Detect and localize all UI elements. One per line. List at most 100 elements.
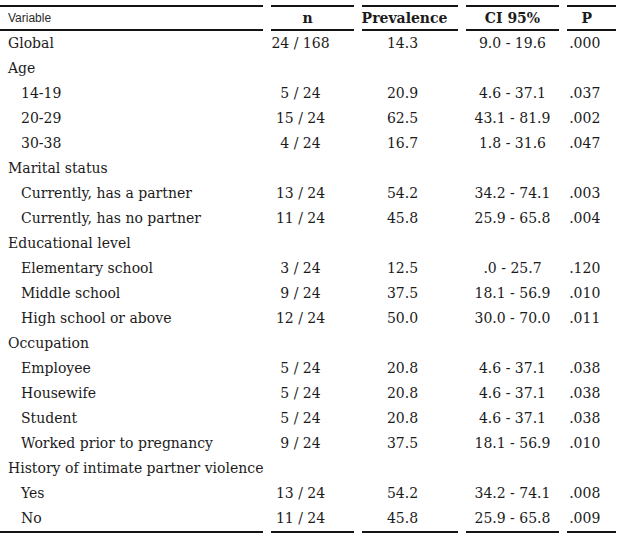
variable-cell: Educational level: [0, 231, 263, 256]
p-value-cell: [567, 456, 616, 481]
ci95-cell: .0 - 25.7: [466, 256, 560, 281]
p-value-cell: .009: [567, 506, 616, 533]
n-cell: 4 / 24: [271, 131, 353, 156]
column-header-ci95: CI 95%: [466, 5, 560, 31]
n-cell: 13 / 24: [271, 181, 353, 206]
variable-cell: Occupation: [0, 331, 263, 356]
variable-cell: History of intimate partner violence: [0, 456, 263, 481]
table-row: 30-384 / 2416.71.8 - 31.6.047: [0, 131, 616, 156]
column-header-prevalence: Prevalence: [362, 5, 458, 31]
n-cell: 9 / 24: [271, 281, 353, 306]
prevalence-cell: 54.2: [362, 181, 458, 206]
variable-cell: High school or above: [0, 306, 263, 331]
p-value-cell: [567, 231, 616, 256]
p-value-cell: .047: [567, 131, 616, 156]
n-cell: 5 / 24: [271, 381, 353, 406]
ci95-cell: 25.9 - 65.8: [466, 206, 560, 231]
n-cell: [271, 456, 353, 481]
column-header-p: P: [567, 5, 616, 31]
p-value-cell: .003: [567, 181, 616, 206]
table-row: Student5 / 2420.84.6 - 37.1.038: [0, 406, 616, 431]
ci95-cell: [466, 56, 560, 81]
ci95-cell: 18.1 - 56.9: [466, 281, 560, 306]
p-value-cell: .010: [567, 431, 616, 456]
p-value-cell: .038: [567, 381, 616, 406]
n-cell: 24 / 168: [271, 31, 353, 56]
table-row: Currently, has a partner13 / 2454.234.2 …: [0, 181, 616, 206]
column-header-variable: Variable: [0, 5, 263, 31]
variable-cell: Employee: [0, 356, 263, 381]
prevalence-cell: 20.9: [362, 81, 458, 106]
n-cell: 5 / 24: [271, 356, 353, 381]
p-value-cell: .002: [567, 106, 616, 131]
category-row: Marital status: [0, 156, 616, 181]
table-row: No11 / 2445.825.9 - 65.8.009: [0, 506, 616, 533]
prevalence-cell: [362, 156, 458, 181]
ci95-cell: [466, 156, 560, 181]
variable-cell: Elementary school: [0, 256, 263, 281]
prevalence-cell: 20.8: [362, 406, 458, 431]
prevalence-cell: 14.3: [362, 31, 458, 56]
table-row: 14-195 / 2420.94.6 - 37.1.037: [0, 81, 616, 106]
ci95-cell: 4.6 - 37.1: [466, 81, 560, 106]
p-value-cell: [567, 56, 616, 81]
p-value-cell: .008: [567, 481, 616, 506]
n-cell: [271, 56, 353, 81]
ci95-cell: 34.2 - 74.1: [466, 181, 560, 206]
p-value-cell: .011: [567, 306, 616, 331]
category-row: Global24 / 16814.39.0 - 19.6.000: [0, 31, 616, 56]
prevalence-cell: 45.8: [362, 206, 458, 231]
n-cell: [271, 156, 353, 181]
prevalence-cell: 20.8: [362, 381, 458, 406]
table-row: Elementary school 3 / 24 12.5 .0 - 25.7 .120: [0, 256, 616, 281]
n-cell: 9 / 24: [271, 431, 353, 456]
table-row: 20-2915 / 2462.543.1 - 81.9.002: [0, 106, 616, 131]
variable-cell: 14-19: [0, 81, 263, 106]
prevalence-table-page: Variable n Prevalence CI 95% P Global24 …: [0, 0, 624, 536]
variable-cell: Marital status: [0, 156, 263, 181]
table-row: High school or above12 / 2450.030.0 - 70…: [0, 306, 616, 331]
table-header-row: Variable n Prevalence CI 95% P: [0, 5, 616, 31]
variable-cell: 20-29: [0, 106, 263, 131]
prevalence-cell: 37.5: [362, 431, 458, 456]
p-value-cell: .120: [567, 256, 616, 281]
category-row: Age: [0, 56, 616, 81]
prevalence-cell: 16.7: [362, 131, 458, 156]
n-cell: 5 / 24: [271, 81, 353, 106]
category-row: Educational level: [0, 231, 616, 256]
n-cell: 11 / 24: [271, 206, 353, 231]
ci95-cell: 43.1 - 81.9: [466, 106, 560, 131]
table-row: Employee5 / 2420.84.6 - 37.1.038: [0, 356, 616, 381]
table-body: Global24 / 16814.39.0 - 19.6.000Age14-19…: [0, 31, 616, 533]
p-value-cell: .038: [567, 406, 616, 431]
prevalence-cell: [362, 56, 458, 81]
variable-cell: Currently, has no partner: [0, 206, 263, 231]
table-row: Currently, has no partner 11 / 24 45.8 25.9…: [0, 206, 616, 231]
ci95-cell: 4.6 - 37.1: [466, 406, 560, 431]
n-cell: [271, 331, 353, 356]
n-cell: 5 / 24: [271, 406, 353, 431]
prevalence-cell: [362, 456, 458, 481]
n-cell: 11 / 24: [271, 506, 353, 533]
prevalence-cell: 37.5: [362, 281, 458, 306]
variable-cell: Middle school: [0, 281, 263, 306]
prevalence-cell: [362, 331, 458, 356]
n-cell: 3 / 24: [271, 256, 353, 281]
ci95-cell: 4.6 - 37.1: [466, 381, 560, 406]
ci95-cell: 30.0 - 70.0: [466, 306, 560, 331]
prevalence-table: Variable n Prevalence CI 95% P Global24 …: [0, 5, 624, 533]
variable-cell: 30-38: [0, 131, 263, 156]
prevalence-cell: 54.2: [362, 481, 458, 506]
ci95-cell: 25.9 - 65.8: [466, 506, 560, 533]
prevalence-cell: 12.5: [362, 256, 458, 281]
ci95-cell: 18.1 - 56.9: [466, 431, 560, 456]
prevalence-cell: 20.8: [362, 356, 458, 381]
ci95-cell: [466, 456, 560, 481]
p-value-cell: .038: [567, 356, 616, 381]
prevalence-cell: [362, 231, 458, 256]
ci95-cell: 9.0 - 19.6: [466, 31, 560, 56]
prevalence-cell: 45.8: [362, 506, 458, 533]
variable-cell: Worked prior to pregnancy: [0, 431, 263, 456]
table-row: Yes13 / 2454.234.2 - 74.1.008: [0, 481, 616, 506]
category-row: History of intimate partner violence: [0, 456, 616, 481]
